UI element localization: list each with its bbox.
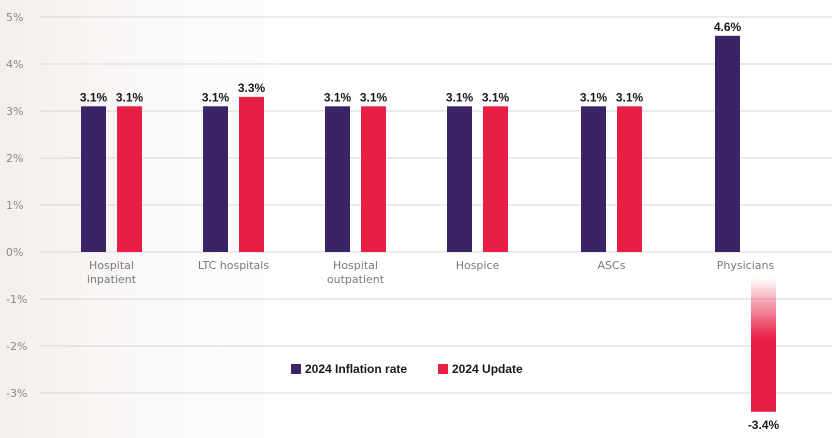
bar [81, 106, 106, 252]
bar [751, 278, 776, 412]
y-tick-label: 1% [6, 199, 23, 212]
data-label: 3.1% [202, 90, 230, 104]
bar [447, 106, 472, 252]
data-label: 3.1% [116, 90, 144, 104]
legend-label-update: 2024 Update [452, 362, 523, 376]
bar [483, 106, 508, 252]
category-label: LTC hospitals [198, 259, 269, 272]
bar [117, 106, 142, 252]
legend-swatch-update [438, 364, 448, 374]
legend: 2024 Inflation rate 2024 Update [291, 362, 523, 376]
category-label: Hospice [456, 259, 500, 272]
data-label: 4.6% [714, 20, 742, 34]
data-label: 3.1% [482, 90, 510, 104]
y-tick-label: 5% [6, 11, 23, 24]
data-label: 3.1% [80, 90, 108, 104]
y-tick-label: 2% [6, 152, 23, 165]
y-axis-ticks: 5% 4% 3% 2% 1% 0% -1% -2% -3% [6, 11, 27, 400]
category-label: outpatient [327, 273, 385, 286]
data-label: 3.3% [238, 81, 266, 95]
y-tick-label: -1% [6, 293, 27, 306]
legend-label-inflation: 2024 Inflation rate [305, 362, 407, 376]
data-labels: 3.1% 3.1% 3.1% 3.1% 3.1% 4.6% 3.1% 3.3% 3.1% 3.1%… [80, 20, 780, 432]
bar [617, 106, 642, 252]
bar [325, 106, 350, 252]
bars [81, 35, 776, 412]
y-tick-label: 4% [6, 58, 23, 71]
gridlines [40, 16, 832, 394]
bar [239, 96, 264, 253]
y-tick-label: 0% [6, 246, 23, 259]
category-label: Hospital [89, 259, 134, 272]
category-label: Physicians [717, 259, 775, 272]
y-tick-label: -2% [6, 340, 27, 353]
data-label: -3.4% [748, 418, 780, 432]
bar [361, 106, 386, 252]
data-label: 3.1% [324, 90, 352, 104]
y-tick-label: -3% [6, 387, 27, 400]
data-label: 3.1% [580, 90, 608, 104]
data-label: 3.1% [616, 90, 644, 104]
data-label: 3.1% [360, 90, 388, 104]
category-label: ASCs [598, 259, 626, 272]
category-label: inpatient [87, 273, 137, 286]
bar [203, 106, 228, 252]
legend-swatch-inflation [291, 364, 301, 374]
data-label: 3.1% [446, 90, 474, 104]
bar [715, 35, 740, 252]
y-tick-label: 3% [6, 105, 23, 118]
bar [581, 106, 606, 252]
category-label: Hospital [333, 259, 378, 272]
